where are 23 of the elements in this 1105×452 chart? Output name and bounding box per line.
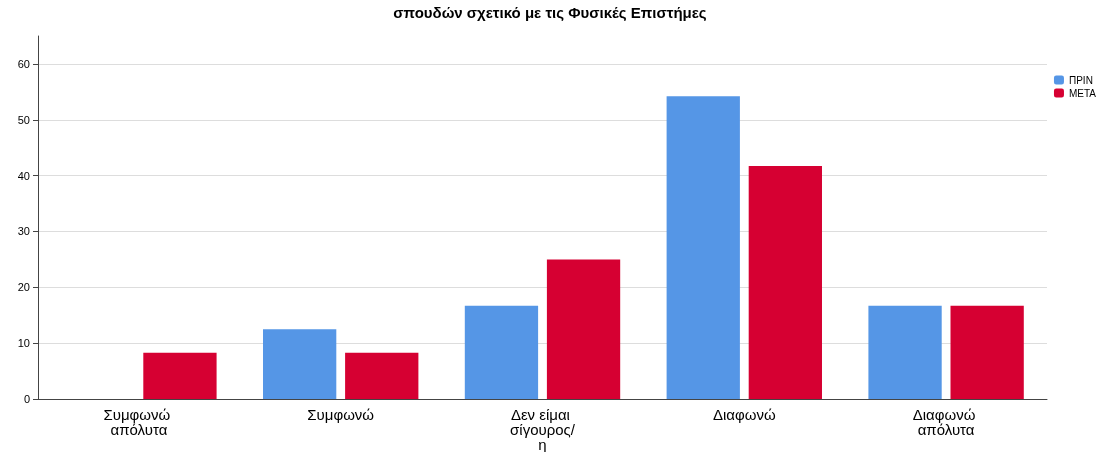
bar: [263, 329, 337, 399]
chart-title: σπουδών σχετικό με τις Φυσικές Επιστήμες: [393, 4, 707, 21]
bar: [143, 352, 217, 399]
y-tick-label: 10: [17, 337, 30, 350]
y-tick-label: 30: [17, 225, 30, 238]
bar: [950, 305, 1024, 399]
x-tick-label: Συμφωνώ: [307, 406, 375, 423]
legend-label: ΠΡΙΝ: [1068, 74, 1093, 86]
y-tick-label: 20: [17, 281, 30, 294]
legend-label: ΜΕΤΑ: [1068, 87, 1097, 99]
bar: [546, 259, 621, 399]
bar: [666, 96, 740, 399]
bar: [464, 305, 539, 399]
x-tick-label: Διαφωνώ: [712, 406, 776, 423]
bar: [868, 305, 942, 399]
y-tick-label: 50: [17, 113, 30, 126]
y-tick-label: 0: [23, 393, 30, 405]
y-tick-label: 40: [17, 169, 30, 182]
x-tick-label: Συμφωνώ απόλυτα: [103, 406, 175, 438]
y-tick-label: 60: [17, 57, 30, 70]
x-tick-label: Διαφωνώ απόλυτα: [912, 406, 980, 438]
bar: [345, 352, 419, 399]
bar: [748, 166, 822, 399]
